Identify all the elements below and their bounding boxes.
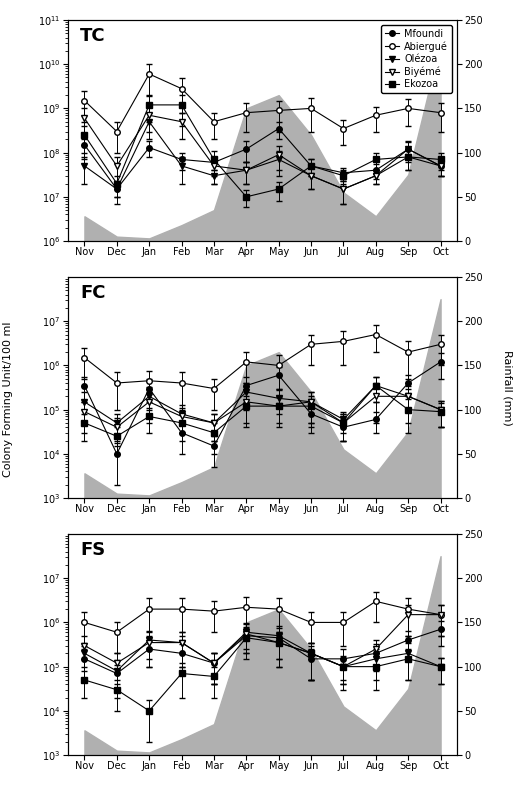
Text: FC: FC bbox=[80, 284, 106, 301]
Text: FS: FS bbox=[80, 541, 105, 559]
Text: Colony Forming Unit/100 ml: Colony Forming Unit/100 ml bbox=[3, 322, 13, 477]
Text: TC: TC bbox=[80, 26, 106, 45]
Y-axis label: Rainfall (mm): Rainfall (mm) bbox=[502, 350, 512, 425]
Legend: Mfoundi, Abiergué, Olézoa, Biyémé, Ekozoa: Mfoundi, Abiergué, Olézoa, Biyémé, Ekozo… bbox=[381, 25, 452, 93]
